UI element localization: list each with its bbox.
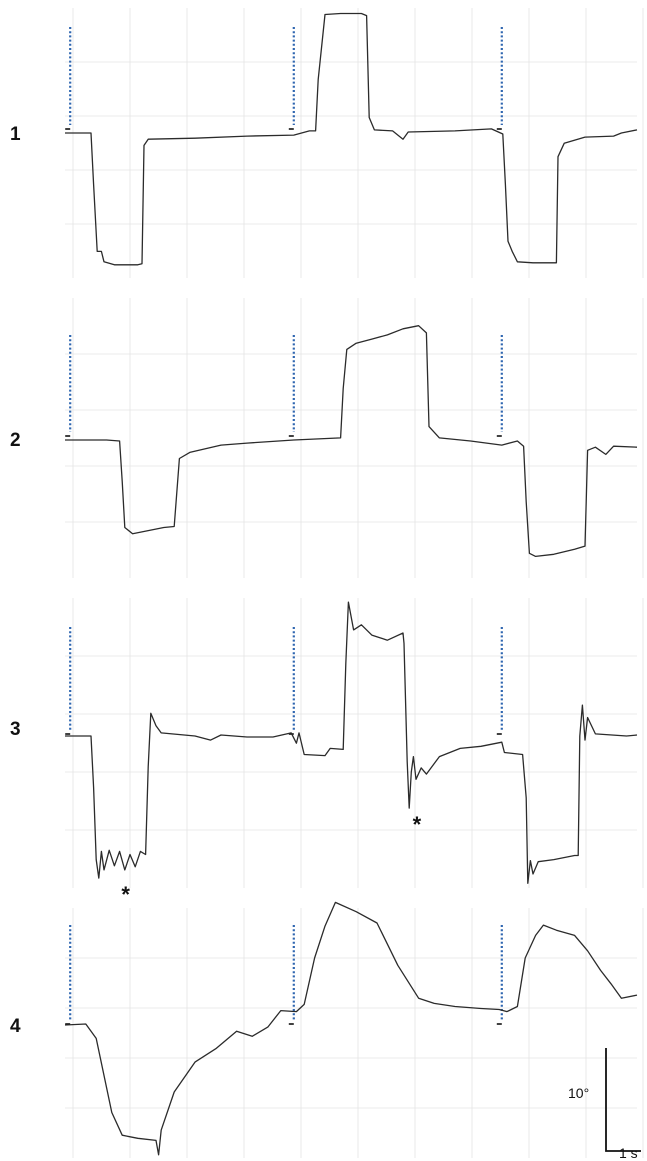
scale-bar-horizontal-label: 1 s — [619, 1145, 638, 1161]
grid — [65, 598, 644, 888]
panel-label: 2 — [10, 430, 21, 451]
grid — [65, 908, 644, 1158]
eye-position-trace — [65, 601, 638, 884]
panel-3: 3 * * — [10, 598, 644, 907]
panels: 1 2 3 * * 4 — [10, 8, 644, 1158]
scale-bar-lines — [605, 1048, 641, 1152]
asterisk-marker: * — [121, 882, 130, 907]
panel-1: 1 — [10, 8, 644, 278]
eye-position-trace — [65, 12, 638, 266]
scale-bar-vertical-label: 10° — [568, 1085, 589, 1101]
grid — [65, 298, 644, 578]
panel-4: 4 — [10, 901, 644, 1158]
panel-label: 4 — [10, 1016, 21, 1037]
asterisk-marker: * — [413, 812, 422, 837]
panel-label: 1 — [10, 124, 21, 145]
grid — [65, 8, 644, 278]
eye-position-trace — [65, 325, 638, 558]
scale-bar: 10° 1 s — [568, 1048, 641, 1161]
panel-2: 2 — [10, 298, 644, 578]
eye-position-trace — [64, 901, 638, 1156]
panel-label: 3 — [10, 719, 21, 740]
